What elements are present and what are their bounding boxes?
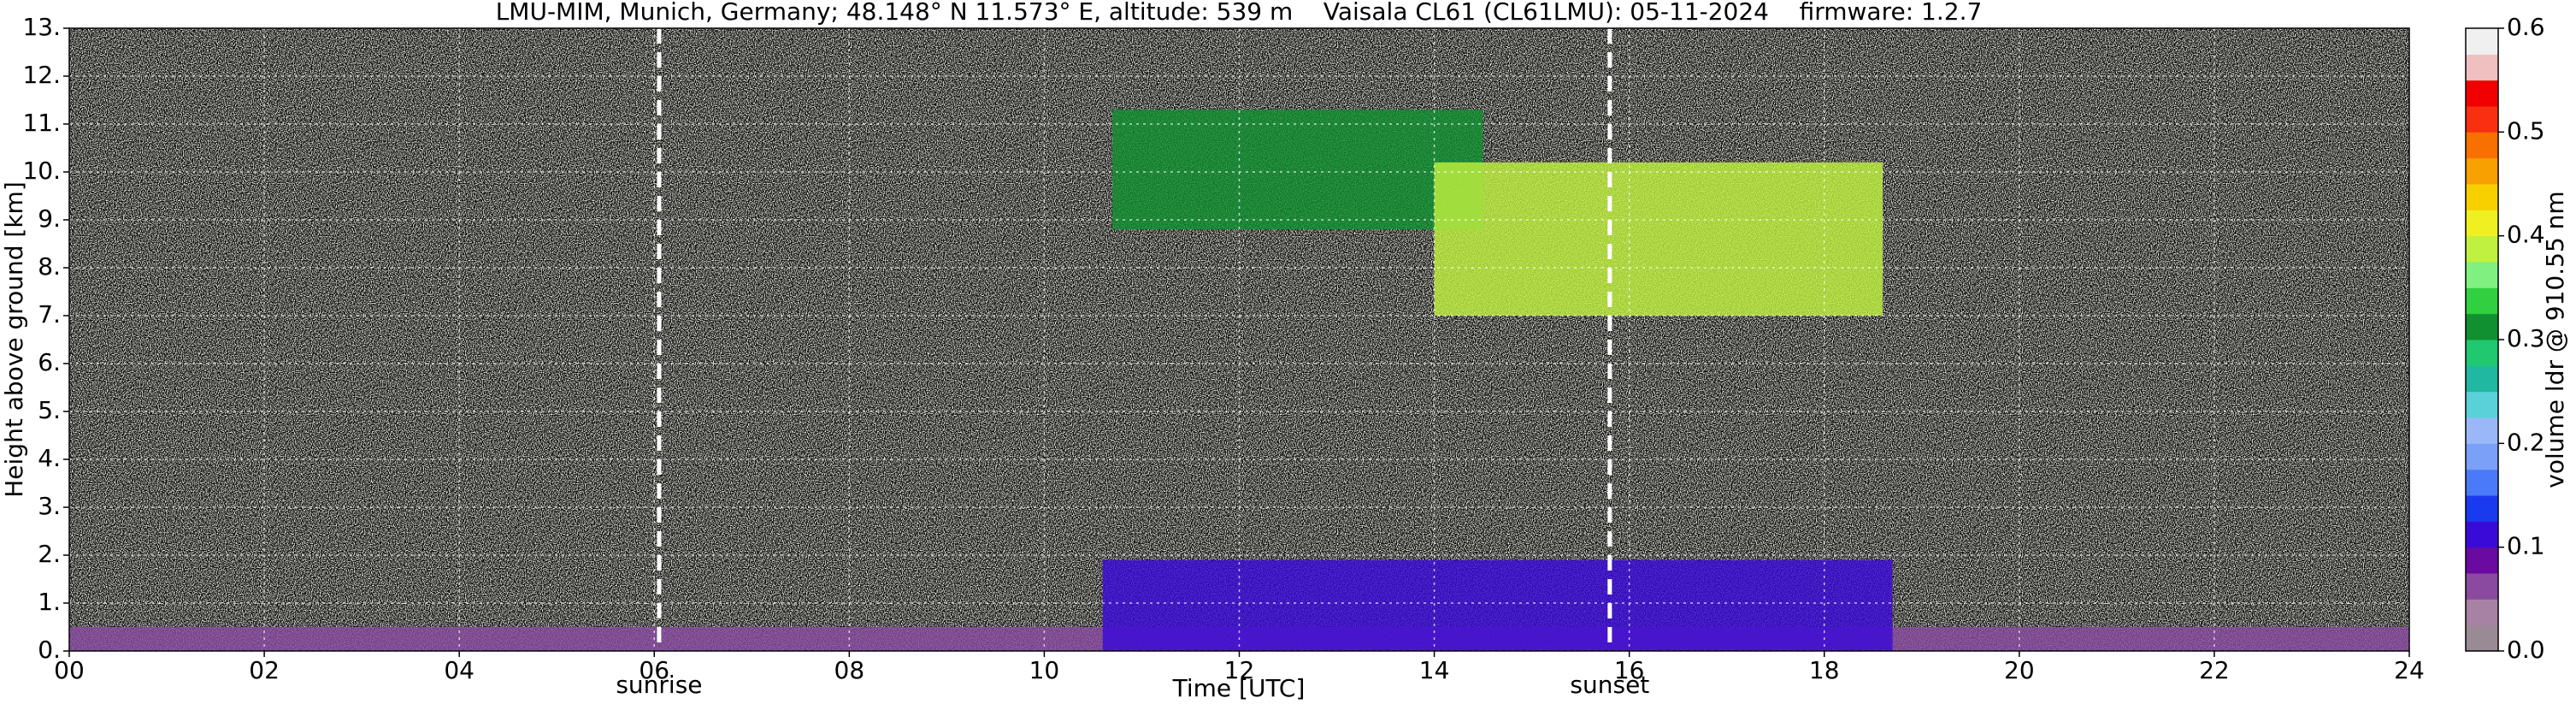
x-tick-label: 22	[2199, 656, 2230, 684]
colorbar-segment	[2466, 287, 2498, 315]
colorbar-segment	[2466, 132, 2498, 159]
x-tick-label: 16	[1614, 656, 1645, 684]
colorbar-segment	[2466, 106, 2498, 133]
y-tick-label: 3.	[38, 492, 61, 520]
x-tick-label: 20	[2004, 656, 2035, 684]
y-tick-label: 11.	[22, 109, 61, 137]
colorbar-tick-label: 0.3	[2507, 324, 2545, 352]
y-tick-label: 10.	[22, 157, 61, 185]
colorbar-segment	[2466, 599, 2498, 626]
colorbar-segment	[2466, 54, 2498, 81]
y-tick-label: 9.	[38, 204, 61, 233]
colorbar-segment	[2466, 547, 2498, 574]
x-tick-label: 14	[1419, 656, 1450, 684]
colorbar-segment	[2466, 443, 2498, 470]
x-tick-label: 12	[1224, 656, 1255, 684]
colorbar-label: volume ldr @ 910.55 nm	[2541, 191, 2569, 488]
colorbar-segment	[2466, 391, 2498, 418]
y-tick-label: 0.	[38, 636, 61, 664]
y-tick-label: 6.	[38, 348, 61, 376]
data-region	[1434, 162, 1883, 316]
colorbar-tick-label: 0.5	[2507, 116, 2545, 145]
y-tick-label: 12.	[22, 61, 61, 89]
colorbar-segment	[2466, 469, 2498, 496]
x-tick-label: 08	[834, 656, 865, 684]
x-tick-label: 18	[1809, 656, 1840, 684]
colorbar-segment	[2466, 624, 2498, 652]
colorbar-segment	[2466, 184, 2498, 210]
colorbar-segment	[2466, 365, 2498, 393]
colorbar-segment	[2466, 157, 2498, 185]
x-tick-label: 06	[639, 656, 669, 684]
x-tick-label: 24	[2394, 656, 2425, 684]
colorbar-segment	[2466, 340, 2498, 366]
y-tick-label: 2.	[38, 540, 61, 568]
data-region	[1112, 109, 1483, 230]
y-tick-label: 7.	[38, 300, 61, 328]
colorbar-segment	[2466, 80, 2498, 107]
data-region	[1102, 559, 1893, 651]
colorbar-tick-label: 0.0	[2507, 636, 2545, 664]
colorbar-segment	[2466, 521, 2498, 548]
y-tick-label: 8.	[38, 252, 61, 281]
colorbar-segment	[2466, 495, 2498, 522]
y-tick-label: 1.	[38, 588, 61, 616]
event-label: sunset	[1570, 671, 1649, 699]
x-tick-label: 04	[444, 656, 475, 684]
chart-title: LMU-MIM, Munich, Germany; 48.148° N 11.5…	[496, 0, 1983, 26]
colorbar-segment	[2466, 28, 2498, 55]
colorbar-segment	[2466, 210, 2498, 237]
x-tick-label: 02	[249, 656, 280, 684]
colorbar-segment	[2466, 262, 2498, 288]
colorbar-segment	[2466, 417, 2498, 444]
x-tick-label: 10	[1029, 656, 1060, 684]
x-tick-label: 00	[54, 656, 85, 684]
colorbar-tick-label: 0.4	[2507, 221, 2545, 249]
colorbar-segment	[2466, 573, 2498, 600]
colorbar-tick-label: 0.6	[2507, 13, 2545, 41]
colorbar-segment	[2466, 313, 2498, 340]
y-tick-label: 5.	[38, 396, 61, 424]
y-axis-label: Height above ground [km]	[0, 181, 28, 498]
y-tick-label: 13.	[22, 13, 61, 41]
colorbar-tick-label: 0.2	[2507, 428, 2545, 456]
colorbar-segment	[2466, 235, 2498, 263]
event-label: sunrise	[616, 671, 702, 699]
y-tick-label: 4.	[38, 444, 61, 472]
colorbar-tick-label: 0.1	[2507, 532, 2545, 560]
x-axis-label: Time [UTC]	[1172, 674, 1306, 702]
